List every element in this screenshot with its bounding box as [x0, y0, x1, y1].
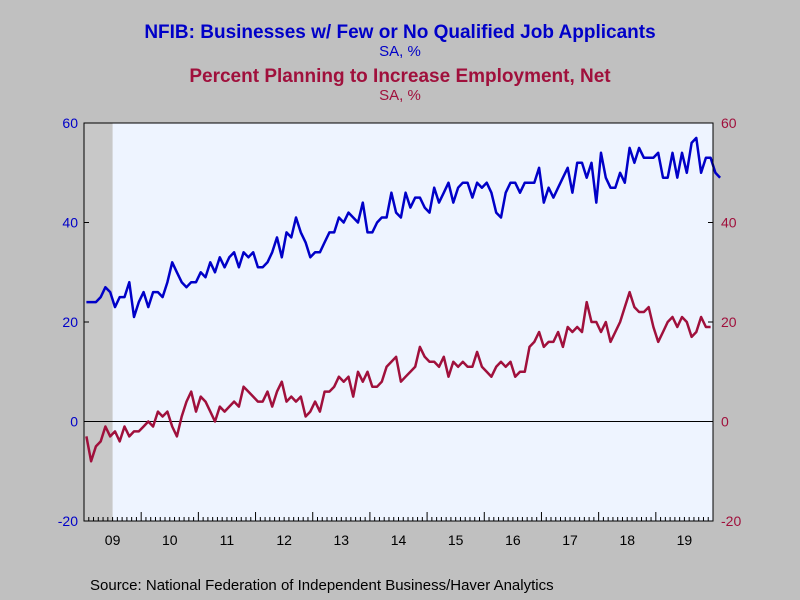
source-note: Source: National Federation of Independe… [90, 577, 554, 594]
x-tick-label-17: 17 [562, 532, 578, 548]
left-tick-label-1: 0 [70, 414, 78, 430]
series-line-increase-employment [85, 290, 711, 463]
right-tick-label-0: -20 [721, 513, 741, 529]
x-tick-label-10: 10 [162, 532, 178, 548]
left-tick-label-0: -20 [58, 513, 78, 529]
left-axis: -20 0 20 40 60 [58, 115, 89, 529]
plot-border [83, 122, 714, 522]
chart-subtitle-1: SA, % [379, 43, 421, 60]
x-tick-label-18: 18 [619, 532, 635, 548]
left-tick-label-3: 40 [62, 215, 78, 231]
x-tick-label-19: 19 [677, 532, 693, 548]
chart-subtitle-2: SA, % [379, 87, 421, 104]
chart-title-2: Percent Planning to Increase Employment,… [189, 66, 611, 87]
x-tick-label-15: 15 [448, 532, 464, 548]
x-tick-label-11: 11 [220, 532, 235, 548]
plot-area [83, 122, 714, 522]
x-axis: 09 10 11 12 13 14 15 16 17 18 19 [83, 512, 714, 548]
right-tick-label-2: 20 [721, 314, 737, 330]
right-tick-label-3: 40 [721, 215, 737, 231]
right-tick-label-4: 60 [721, 115, 737, 131]
left-tick-label-4: 60 [62, 115, 78, 131]
chart-title-1: NFIB: Businesses w/ Few or No Qualified … [144, 22, 655, 43]
left-tick-label-2: 20 [62, 314, 78, 330]
x-tick-label-14: 14 [391, 532, 407, 548]
x-tick-label-09: 09 [105, 532, 121, 548]
x-tick-label-13: 13 [334, 532, 350, 548]
right-tick-label-1: 0 [721, 414, 729, 430]
x-tick-label-12: 12 [276, 532, 292, 548]
x-tick-label-16: 16 [505, 532, 521, 548]
series-line-qualified-applicants [86, 136, 722, 319]
right-axis: -20 0 20 40 60 [708, 115, 741, 529]
